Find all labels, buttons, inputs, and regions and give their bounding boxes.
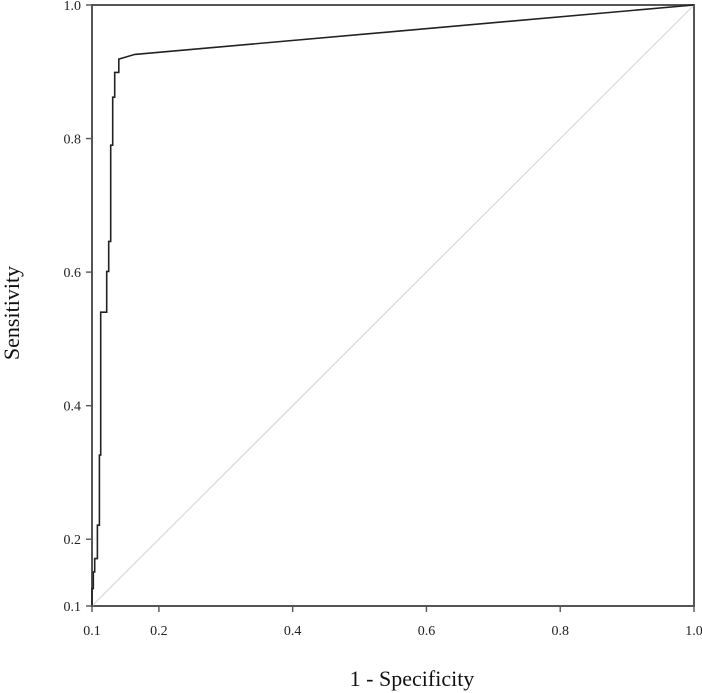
- x-tick-label: 1.0: [685, 624, 702, 639]
- x-tick-label: 0.4: [284, 624, 302, 639]
- roc-curve-line: [91, 4, 695, 606]
- x-tick-label: 0.8: [551, 624, 569, 639]
- plot-frame: [91, 4, 695, 607]
- x-axis-ticks: 0.1 0.2 0.4 0.6 0.8 1.0: [83, 606, 702, 639]
- y-tick-label: 0.8: [64, 133, 82, 148]
- y-tick-label: 0.4: [64, 400, 82, 415]
- y-axis-title: Sensitivity: [0, 266, 24, 360]
- x-tick-label: 0.2: [150, 624, 168, 639]
- y-tick-label: 0.2: [64, 533, 82, 548]
- reference-diagonal-line: [91, 4, 695, 607]
- y-tick-label: 1.0: [64, 0, 82, 14]
- y-axis-ticks: 0.1 0.2 0.4 0.6 0.8 1.0: [64, 0, 92, 615]
- y-tick-label: 0.1: [64, 600, 82, 615]
- y-tick-label: 0.6: [64, 266, 82, 281]
- x-tick-label: 0.1: [83, 624, 101, 639]
- x-axis-title: 1 - Specificity: [350, 666, 475, 691]
- x-tick-label: 0.6: [418, 624, 436, 639]
